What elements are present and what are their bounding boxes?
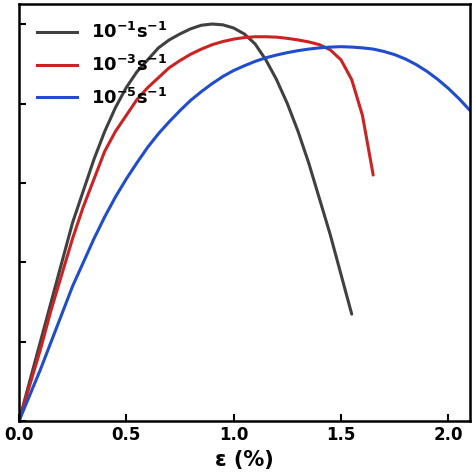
X-axis label: ε (%): ε (%) (215, 450, 273, 470)
Legend: $\mathbf{10^{-1}}$$\mathbf{s^{-1}}$, $\mathbf{10^{-3}}$$\mathbf{s^{-1}}$, $\math: $\mathbf{10^{-1}}$$\mathbf{s^{-1}}$, $\m… (28, 13, 176, 117)
